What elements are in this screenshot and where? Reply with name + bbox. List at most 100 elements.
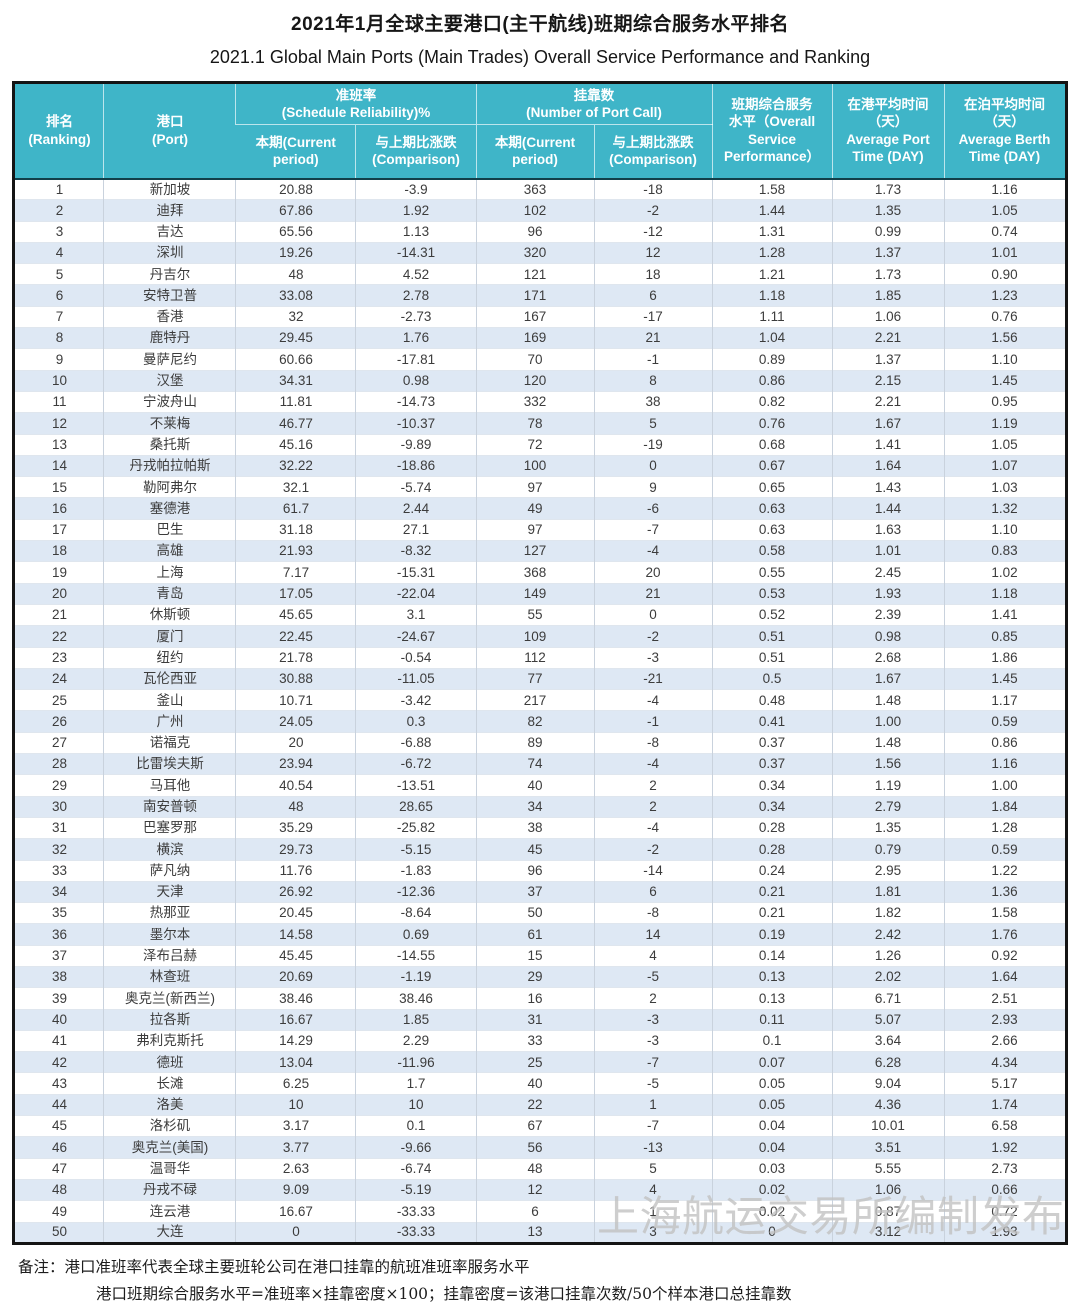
table-cell: 新加坡 (103, 178, 236, 200)
table-cell: 2.51 (943, 987, 1067, 1010)
table-cell: 21 (13, 603, 104, 626)
table-row: 10 汉堡 34.31 0.98 120 8 0.86 2.15 1.45 (13, 369, 1067, 392)
table-cell: 不莱梅 (103, 412, 236, 435)
table-cell: 1.37 (831, 348, 945, 371)
table-cell: 33.08 (235, 284, 356, 307)
table-cell: 1.00 (943, 774, 1067, 797)
table-cell: 1.10 (943, 518, 1067, 541)
table-cell: 97 (475, 518, 594, 541)
table-cell: -6 (593, 497, 713, 520)
table-cell: 50 (475, 902, 594, 924)
table-cell: 96 (475, 220, 594, 243)
table-cell: 0.04 (711, 1136, 833, 1159)
note-line-2: 港口班期综合服务水平=准班率×挂靠密度×100；挂靠密度=该港口挂靠次数/50个… (96, 1284, 792, 1303)
table-cell: 45.45 (235, 944, 356, 967)
table-cell: 温哥华 (103, 1157, 236, 1180)
table-cell: 洛美 (103, 1093, 236, 1116)
table-row: 49 连云港 16.67 -33.33 6 1 0.02 0.87 0.72 (13, 1200, 1067, 1223)
table-row: 39 奥克兰(新西兰) 38.46 38.46 16 2 0.13 6.71 2.51 (13, 987, 1067, 1010)
table-cell: -5.15 (355, 838, 476, 860)
table-cell: 38 (475, 816, 594, 839)
table-cell: -13 (593, 1136, 713, 1159)
table-cell: 368 (475, 561, 594, 584)
table-cell: 塞德港 (103, 497, 236, 520)
table-cell: 3.12 (831, 1221, 945, 1244)
table-cell: 82 (475, 710, 594, 733)
table-cell: 10 (235, 1093, 356, 1116)
table-cell: 8 (593, 369, 713, 392)
table-cell: -11.96 (355, 1051, 476, 1073)
table-cell: 28.65 (355, 795, 476, 818)
table-cell: 36 (13, 923, 104, 946)
table-cell: 0.98 (831, 625, 945, 648)
table-cell: 24.05 (235, 710, 356, 733)
table-cell: 2.44 (355, 497, 476, 520)
table-cell: 0.02 (711, 1200, 833, 1223)
table-row: 19 上海 7.17 -15.31 368 20 0.55 2.45 1.02 (13, 561, 1067, 584)
table-cell: 56 (475, 1136, 594, 1159)
table-cell: 1.85 (355, 1008, 476, 1031)
table-cell: 1.13 (355, 220, 476, 243)
table-cell: 29 (13, 774, 104, 797)
table-cell: -17 (593, 305, 713, 328)
table-cell: 13.04 (235, 1051, 356, 1073)
table-cell: 墨尔本 (103, 923, 236, 946)
table-cell: 0.63 (711, 518, 833, 541)
table-cell: -18.86 (355, 454, 476, 477)
table-cell: 28 (13, 753, 104, 775)
table-cell: 1.16 (943, 178, 1067, 200)
table-cell: 38.46 (355, 987, 476, 1010)
table-cell: 奥克兰(美国) (103, 1136, 236, 1159)
table-cell: 曼萨尼约 (103, 348, 236, 371)
table-cell: -3 (593, 1008, 713, 1031)
table-cell: -1.19 (355, 965, 476, 988)
table-cell: 1.35 (831, 199, 945, 222)
table-cell: 上海 (103, 561, 236, 584)
table-cell: 0.74 (943, 220, 1067, 243)
table-cell: 31 (13, 816, 104, 839)
table-cell: 4 (593, 944, 713, 967)
table-cell: 25 (475, 1051, 594, 1073)
table-cell: 2.93 (943, 1008, 1067, 1031)
table-cell: 1.44 (711, 199, 833, 222)
table-cell: 1.44 (831, 497, 945, 520)
table-cell: 0.07 (711, 1051, 833, 1073)
table-cell: 1.7 (355, 1072, 476, 1095)
table-cell: 2.21 (831, 390, 945, 413)
table-cell: 48 (475, 1157, 594, 1180)
table-cell: 1.21 (711, 263, 833, 285)
table-cell: 3.1 (355, 603, 476, 626)
table-row: 40 拉各斯 16.67 1.85 31 -3 0.11 5.07 2.93 (13, 1008, 1067, 1031)
table-cell: 0.76 (711, 412, 833, 435)
table-cell: 20.88 (235, 178, 356, 200)
table-cell: 0.21 (711, 902, 833, 924)
table-cell: 1.05 (943, 433, 1067, 456)
table-cell: -7 (593, 1115, 713, 1137)
table-cell: 0 (593, 603, 713, 626)
table-cell: 37 (475, 880, 594, 903)
page-title-en: 2021.1 Global Main Ports (Main Trades) O… (209, 47, 871, 67)
table-cell: 0.28 (711, 838, 833, 860)
table-cell: 34 (13, 880, 104, 903)
table-cell: 77 (475, 667, 594, 690)
table-cell: -2 (593, 625, 713, 648)
table-cell: 连云港 (103, 1200, 236, 1223)
table-cell: 2 (593, 795, 713, 818)
table-row: 26 广州 24.05 0.3 82 -1 0.41 1.00 0.59 (13, 710, 1067, 733)
table-cell: 0.28 (711, 816, 833, 839)
table-cell: 1.18 (711, 284, 833, 307)
table-cell: 1.45 (943, 369, 1067, 392)
table-cell: 5.07 (831, 1008, 945, 1031)
table-cell: 61 (475, 923, 594, 946)
table-cell: 100 (475, 454, 594, 477)
table-cell: 26 (13, 710, 104, 733)
table-cell: 吉达 (103, 220, 236, 243)
table-cell: 49 (13, 1200, 104, 1223)
table-cell: 2.15 (831, 369, 945, 392)
table-row: 27 诺福克 20 -6.88 89 -8 0.37 1.48 0.86 (13, 731, 1067, 754)
table-cell: 1.17 (943, 689, 1067, 711)
table-cell: 0.86 (711, 369, 833, 392)
table-cell: 89 (475, 731, 594, 754)
table-cell: 丹戎不碌 (103, 1178, 236, 1201)
